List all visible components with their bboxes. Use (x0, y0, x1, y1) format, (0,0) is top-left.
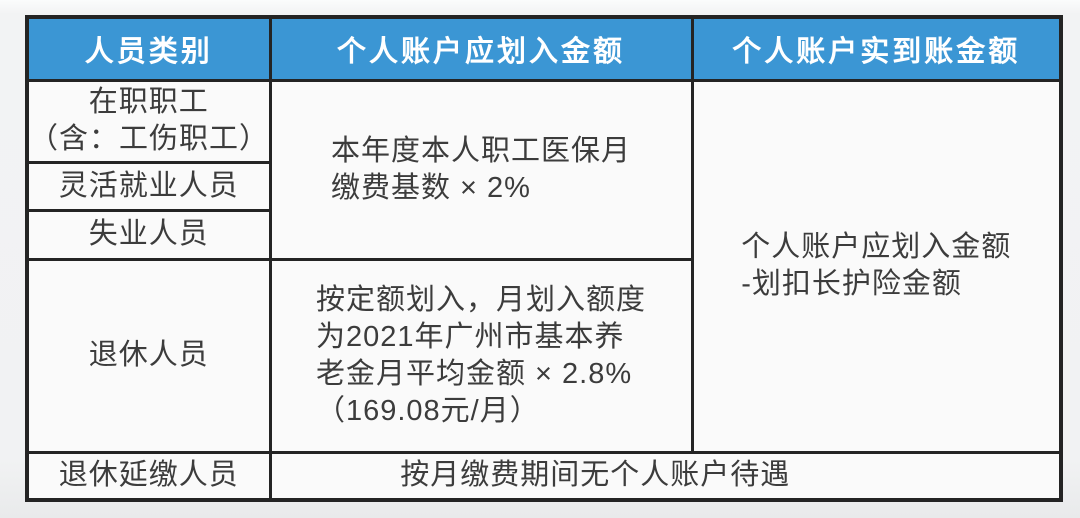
column-header-amount-due: 个人账户应划入金额 (268, 15, 694, 82)
cell-category-unemployed: 失业人员 (25, 208, 272, 261)
cell-category-flexible: 灵活就业人员 (25, 160, 272, 212)
cell-deferred-note: 按月缴费期间无个人账户待遇 (268, 450, 1063, 502)
table-row-flexible: 灵活就业人员 (25, 160, 1061, 212)
table-row-retired-deferred: 退休延缴人员 按月缴费期间无个人账户待遇 (25, 450, 1063, 502)
cell-active-credit-formula: 本年度本人职工医保月 缴费基数 × 2% (268, 78, 694, 261)
cell-retired-credit-formula: 按定额划入，月划入额度 为2021年广州市基本养 老金月平均金额 × 2.8% … (268, 257, 694, 454)
retired-credit-text: 按定额划入，月划入额度 为2021年广州市基本养 老金月平均金额 × 2.8% … (315, 283, 646, 427)
table-row-employed: 在职职工 （含：工伤职工） 本年度本人职工医保月 缴费基数 × 2% 个人账户应… (25, 78, 1063, 454)
cell-category-retired-deferred: 退休延缴人员 (25, 450, 272, 502)
cell-category-employed: 在职职工 （含：工伤职工） (25, 78, 272, 164)
table-row-unemployed: 失业人员 (25, 208, 1061, 261)
deferred-note-text: 按月缴费期间无个人账户待遇 (400, 459, 791, 492)
cell-actual-credit-formula: 个人账户应划入金额 -划扣长护险金额 (690, 78, 1063, 454)
table-row-retired: 退休人员 按定额划入，月划入额度 为2021年广州市基本养 老金月平均金额 × … (25, 257, 1061, 454)
column-header-person-category: 人员类别 (25, 15, 272, 82)
actual-credit-text: 个人账户应划入金额 -划扣长护险金额 (741, 231, 1012, 300)
table-header-row: 人员类别 个人账户应划入金额 个人账户实到账金额 (25, 15, 1063, 82)
active-credit-text: 本年度本人职工医保月 缴费基数 × 2% (330, 134, 631, 204)
benefit-table: 人员类别 个人账户应划入金额 个人账户实到账金额 在职职工 （含：工伤职工） 本… (25, 15, 1063, 502)
column-header-amount-received: 个人账户实到账金额 (690, 15, 1063, 82)
cell-category-retired: 退休人员 (25, 257, 272, 454)
